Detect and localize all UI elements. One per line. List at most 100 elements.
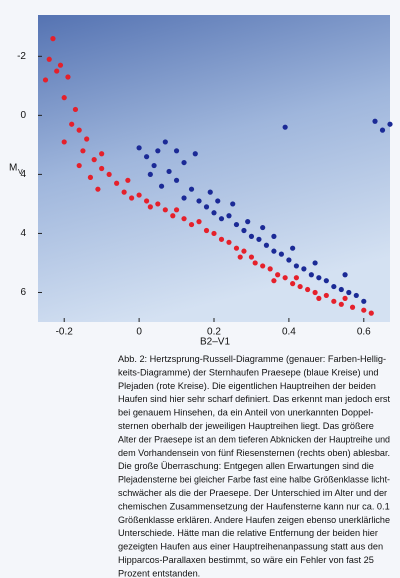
point [233,221,240,228]
point [173,177,180,183]
point [207,189,213,195]
point [129,195,135,201]
y-tick-label: -2 [17,51,26,62]
point [50,36,56,42]
x-tick-label: 0 [136,327,142,338]
point [211,230,217,237]
caption-line: Hipparcos-Parallaxen bestimmt, so wäre e… [118,555,374,565]
point [61,95,67,101]
point [136,145,142,151]
point [147,204,153,210]
point [143,198,150,204]
point [196,219,202,225]
y-tick-label: 4 [20,228,26,239]
point [196,198,202,204]
point [226,213,232,219]
point [215,198,221,204]
point [181,195,187,201]
caption-line: Plejadensterne bei gleicher Farbe fast e… [118,475,390,485]
point [91,157,97,163]
point [305,286,311,293]
point [218,216,225,222]
point [312,260,318,266]
x-tick-label: 0.4 [282,327,296,338]
point [308,272,314,278]
point [293,275,299,281]
point [316,275,322,281]
point [162,207,168,213]
point [256,236,262,242]
point [80,148,86,154]
x-tick-label: -0.2 [56,327,74,338]
point [57,62,64,68]
point [65,74,71,80]
point [76,127,82,133]
point [361,298,367,304]
x-axis-label: B2–V1 [200,337,230,348]
caption-line: Die große Überraschung: Entgegen allen E… [118,461,374,471]
point [136,192,142,198]
point [282,275,288,281]
caption-line: Alter der Praesepe ist an dem tieferen A… [118,434,390,444]
point [323,292,329,299]
point [301,266,307,272]
point [387,121,393,127]
y-tick-label: 0 [20,110,26,121]
caption-line: Plejaden (rote Kreise). Die eigentlichen… [118,381,376,391]
point [230,201,236,207]
point [173,207,180,213]
point [46,56,52,62]
point [72,106,79,113]
point [155,148,161,154]
point [143,154,150,160]
point [151,162,157,169]
point [241,227,247,234]
point [106,171,112,178]
point [346,289,352,296]
point [290,245,296,251]
caption-line: Prozent entstanden. [118,568,200,578]
point [379,127,386,133]
point [42,77,49,83]
point [241,248,247,254]
point [248,233,255,239]
point [267,266,273,272]
point [338,301,344,307]
caption-line: keits-Diagramme) der Sternhaufen Praesep… [118,367,378,377]
point [237,254,243,260]
point [76,162,82,169]
point [121,189,127,195]
point [166,168,172,175]
point [271,233,277,239]
point [218,236,225,242]
caption-line: schwächer als die der Praesepe. Der Unte… [118,488,387,498]
caption-line: chemischen Zusammensetzung der Haufenste… [118,501,390,511]
y-axis-label-sub: V [18,169,23,176]
point [245,219,251,225]
point [372,118,378,124]
point [181,216,187,222]
point [349,304,356,310]
y-axis-label: M [9,163,17,174]
point [260,224,266,231]
caption-line: Größenklasse erklären. Andere Haufen zei… [118,515,390,525]
y-tick-label: 4 [20,169,26,180]
point [331,298,337,304]
x-tick-label: 0.6 [357,327,371,338]
point [312,289,318,296]
point [271,248,277,254]
point [69,121,75,127]
point [84,136,90,142]
point [331,283,337,290]
point [278,251,285,257]
caption-line: Unterschiede. Hätte man die relative Ent… [118,528,378,538]
point [54,68,60,74]
point [114,180,120,186]
point [290,281,296,287]
point [99,165,105,172]
point [181,159,187,166]
point [170,213,176,219]
point [286,257,292,263]
point [203,227,210,234]
